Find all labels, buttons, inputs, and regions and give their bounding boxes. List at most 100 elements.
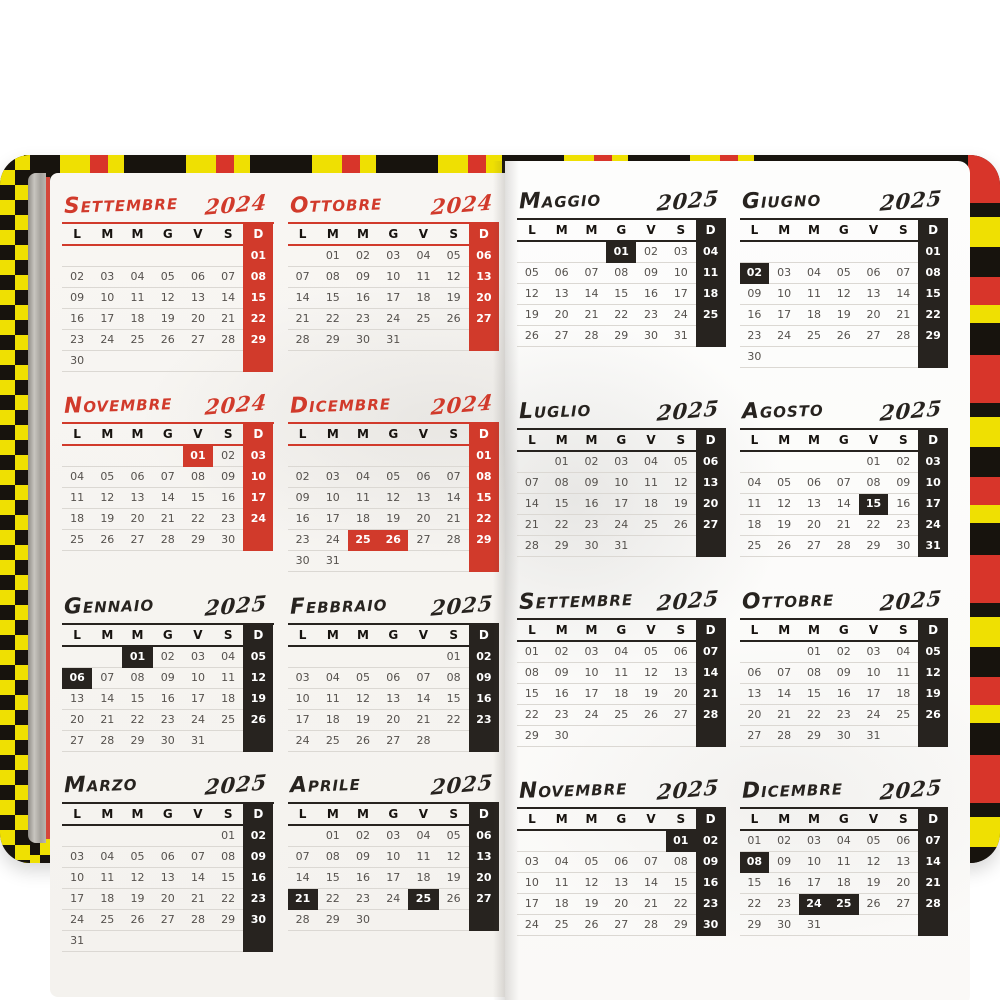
day-empty (317, 446, 348, 468)
day-03: 03 (606, 452, 637, 474)
day-10: 10 (606, 473, 637, 495)
day-23: 23 (347, 309, 379, 330)
weekday-header-g-3: G (378, 424, 409, 447)
weekday-header-l-0: L (517, 430, 547, 453)
day-01: 01 (606, 242, 637, 263)
day-29: 29 (546, 536, 577, 558)
day-empty (888, 726, 919, 747)
day-19: 19 (828, 305, 859, 326)
day-19: 19 (378, 509, 409, 531)
month-title: Luglio (518, 398, 592, 425)
day-12: 12 (517, 284, 547, 305)
day-04: 04 (546, 852, 577, 873)
month-title: Maggio (518, 188, 602, 215)
day-empty (438, 731, 469, 752)
day-20: 20 (606, 894, 637, 915)
month-year: 2025 (878, 395, 943, 427)
day-26: 26 (858, 894, 889, 915)
day-28: 28 (576, 326, 607, 347)
day-05: 05 (347, 668, 379, 689)
day-30: 30 (62, 351, 93, 372)
day-22: 22 (122, 710, 153, 731)
day-empty (182, 351, 214, 372)
weekday-header-s-5: S (438, 224, 469, 246)
weekday-header-g-3: G (828, 220, 859, 242)
weekday-header-d: D (468, 803, 499, 826)
weekday-header-v-4: V (182, 224, 214, 246)
day-31: 31 (62, 931, 93, 952)
month-title: Dicembre (289, 393, 391, 420)
day-25: 25 (62, 530, 93, 552)
weekday-header-d: D (468, 624, 499, 647)
months-grid-right: Maggio 2025 L M M G V S D 01 02 03 04 05 06 07 08 09 10 11 1… (517, 183, 948, 955)
month-title: Febbraio (289, 593, 388, 620)
day-11: 11 (739, 494, 770, 516)
day-09: 09 (769, 852, 800, 873)
weekday-header-m-1: M (769, 430, 800, 453)
day-empty (769, 242, 800, 263)
day-02: 02 (62, 267, 93, 288)
day-02: 02 (287, 467, 318, 489)
day-23: 23 (243, 888, 274, 910)
day-02: 02 (636, 242, 666, 263)
day-10: 10 (182, 668, 214, 689)
day-25: 25 (317, 731, 348, 752)
day-24: 24 (918, 515, 948, 537)
weekday-header-s-5: S (665, 430, 696, 453)
day-02: 02 (347, 246, 379, 267)
day-25: 25 (695, 305, 726, 326)
day-14: 14 (408, 689, 439, 710)
day-30: 30 (828, 726, 859, 747)
day-22: 22 (918, 305, 948, 326)
weekday-header-m-1: M (92, 625, 123, 647)
weekday-header-m-1: M (317, 625, 348, 647)
day-12: 12 (576, 873, 607, 894)
open-planner: Settembre 2024 L M M G V S D 01 02 03 04 05 06 07 08 09 10… (0, 155, 1000, 1000)
day-05: 05 (438, 826, 469, 847)
day-02: 02 (213, 446, 244, 468)
day-24: 24 (62, 910, 93, 931)
day-empty (287, 826, 318, 847)
day-30: 30 (152, 731, 183, 752)
day-28: 28 (287, 910, 318, 931)
day-empty (438, 551, 469, 573)
day-22: 22 (438, 710, 469, 731)
day-13: 13 (606, 873, 637, 894)
day-empty (92, 246, 123, 267)
day-08: 08 (182, 467, 214, 489)
month-year: 2025 (656, 185, 721, 216)
day-07: 07 (408, 668, 439, 689)
day-11: 11 (408, 267, 439, 288)
weekday-header-d: D (695, 619, 726, 642)
day-empty (636, 831, 666, 852)
mini-calendar: L M M G V S D 01 02 03 04 05 06 07 08 09 10 11 12 13 14 15 16 1… (517, 806, 726, 936)
day-05: 05 (438, 246, 469, 267)
day-14: 14 (636, 873, 666, 894)
day-07: 07 (92, 668, 123, 689)
day-17: 17 (606, 494, 637, 516)
day-04: 04 (92, 847, 123, 868)
day-20: 20 (739, 705, 770, 726)
day-24: 24 (92, 330, 123, 351)
day-18: 18 (62, 509, 93, 531)
day-11: 11 (347, 488, 379, 510)
day-20: 20 (799, 515, 829, 537)
weekday-header-d: D (243, 424, 274, 447)
weekday-header-m-2: M (576, 430, 607, 453)
month-header: Maggio 2025 (518, 183, 724, 216)
weekday-header-v-4: V (408, 224, 439, 246)
day-21: 21 (888, 305, 919, 326)
weekday-header-v-4: V (636, 430, 666, 453)
day-16: 16 (152, 689, 183, 710)
day-empty (347, 551, 379, 573)
day-empty (888, 242, 919, 263)
month-year: 2024 (429, 189, 494, 220)
day-03: 03 (243, 446, 274, 468)
day-04: 04 (122, 267, 153, 288)
weekday-header-s-5: S (888, 220, 919, 242)
weekday-header-v-4: V (858, 620, 889, 642)
day-28: 28 (287, 330, 318, 351)
weekday-header-l-0: L (287, 424, 318, 447)
day-29: 29 (517, 726, 547, 747)
day-empty (408, 910, 439, 931)
